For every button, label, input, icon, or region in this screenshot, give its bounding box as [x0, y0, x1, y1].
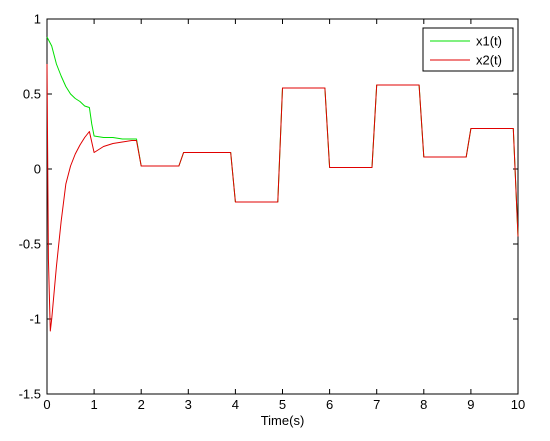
x-tick-label: 10: [511, 397, 525, 412]
x-tick-label: 8: [420, 397, 427, 412]
x-tick-label: 0: [43, 397, 50, 412]
x-tick-label: 1: [90, 397, 97, 412]
x-tick-label: 4: [232, 397, 239, 412]
legend-box: [422, 27, 514, 72]
x-tick-label: 5: [279, 397, 286, 412]
x-tick-label: 6: [326, 397, 333, 412]
y-tick-label: -0.5: [19, 237, 41, 252]
y-tick-label: -1.5: [19, 387, 41, 402]
plot-area: [46, 18, 519, 395]
x-tick-label: 7: [373, 397, 380, 412]
y-tick-labels: -1.5 -1 -0.5 0 0.5 1: [19, 12, 41, 402]
y-tick-label: 0: [34, 162, 41, 177]
x-axis-title: Time(s): [261, 413, 305, 428]
legend: x1(t) x2(t): [422, 27, 514, 72]
x-tick-label: 9: [467, 397, 474, 412]
series-line-x2-t-: [46, 63, 519, 332]
series-lines: [46, 36, 519, 332]
y-tick-label: -1: [29, 312, 41, 327]
y-tick-label: 1: [34, 12, 41, 27]
legend-label-x2: x2(t): [476, 53, 502, 68]
x-tick-label: 2: [138, 397, 145, 412]
y-tick-label: 0.5: [23, 87, 41, 102]
x-tick-label: 3: [185, 397, 192, 412]
legend-label-x1: x1(t): [476, 34, 502, 49]
x-tick-labels: 0 1 2 3 4 5 6 7 8 9 10: [43, 397, 525, 412]
